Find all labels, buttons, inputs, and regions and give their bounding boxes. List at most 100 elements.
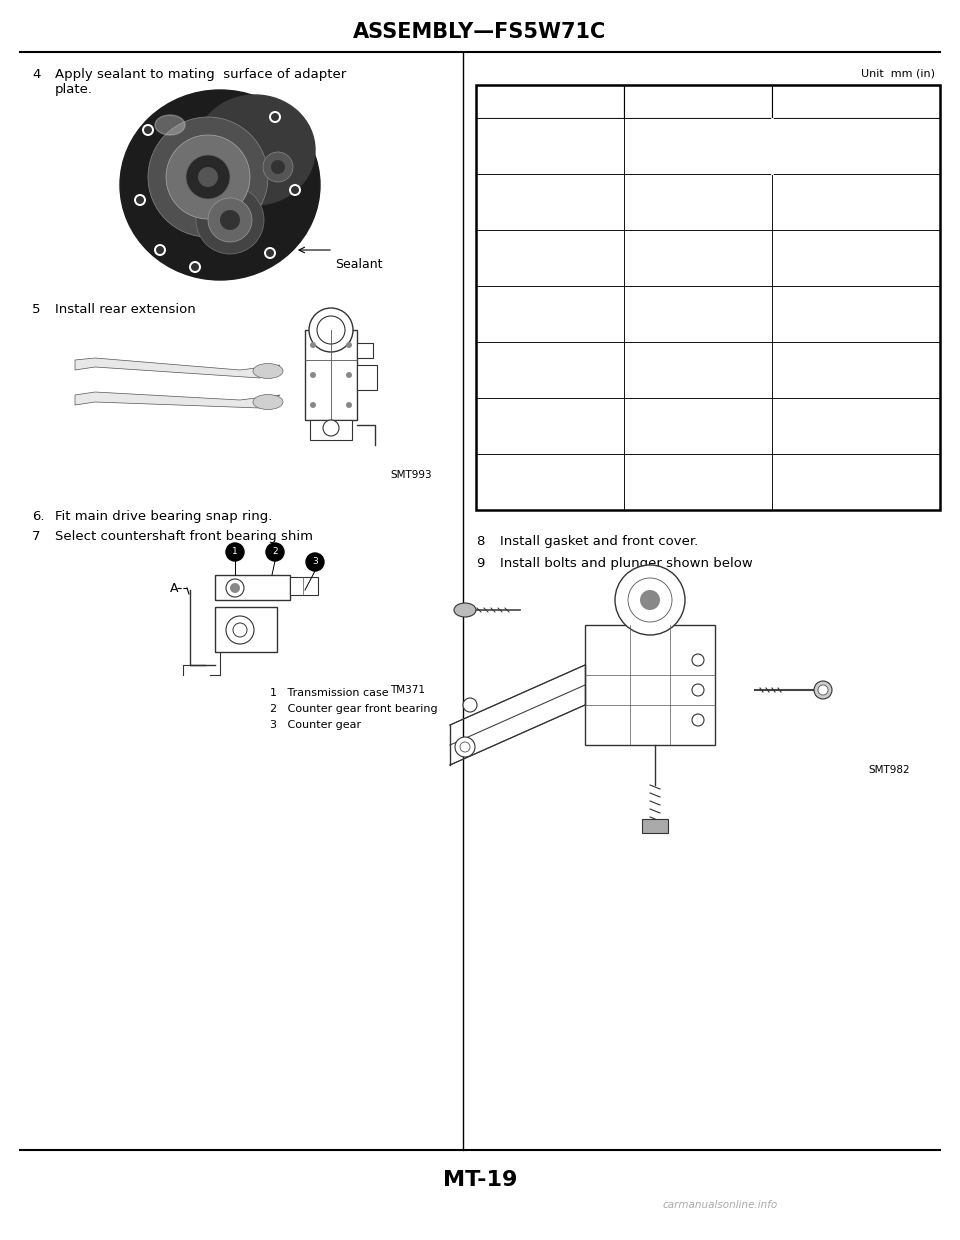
- Bar: [624, 342, 772, 398]
- Bar: [772, 229, 940, 286]
- Circle shape: [198, 167, 218, 187]
- Text: 32218-V5005: 32218-V5005: [817, 475, 895, 489]
- Circle shape: [136, 196, 144, 205]
- Text: 5: 5: [32, 303, 40, 316]
- Circle shape: [460, 742, 470, 751]
- Circle shape: [226, 616, 254, 644]
- Circle shape: [309, 308, 353, 352]
- Bar: [772, 342, 940, 398]
- Circle shape: [156, 246, 164, 254]
- Circle shape: [692, 653, 704, 666]
- Bar: [476, 86, 624, 118]
- Circle shape: [148, 117, 268, 237]
- Bar: [476, 118, 624, 174]
- Circle shape: [346, 342, 352, 348]
- Circle shape: [291, 186, 299, 193]
- Text: 3 52  3 71
(0 1386  0 1461): 3 52 3 71 (0 1386 0 1461): [500, 131, 599, 161]
- Text: 3 12 - 3 21
(0 1228 - 0 1264): 3 12 - 3 21 (0 1228 - 0 1264): [498, 355, 602, 384]
- Text: 0 3 (0 012): 0 3 (0 012): [665, 308, 731, 320]
- Bar: [624, 454, 772, 510]
- Circle shape: [263, 153, 293, 182]
- Circle shape: [289, 184, 301, 196]
- Ellipse shape: [253, 394, 283, 409]
- Text: 0 5 (0 020): 0 5 (0 020): [665, 419, 731, 433]
- Text: 1   Transmission case: 1 Transmission case: [270, 688, 389, 698]
- Bar: [624, 286, 772, 342]
- Circle shape: [818, 684, 828, 694]
- Bar: [290, 577, 318, 595]
- Bar: [772, 286, 940, 342]
- Text: Part number: Part number: [817, 95, 895, 108]
- Text: 0 6 (0 024): 0 6 (0 024): [665, 475, 731, 489]
- Text: Install gasket and front cover.: Install gasket and front cover.: [500, 534, 698, 548]
- Ellipse shape: [120, 91, 320, 280]
- Text: 6.: 6.: [32, 510, 44, 523]
- Circle shape: [323, 420, 339, 436]
- Text: 2   Counter gear front bearing: 2 Counter gear front bearing: [270, 704, 438, 714]
- Ellipse shape: [195, 95, 315, 205]
- Circle shape: [196, 186, 264, 254]
- Bar: [215, 608, 277, 652]
- Text: 0 1 (0 004): 0 1 (0 004): [665, 196, 731, 208]
- Circle shape: [615, 565, 685, 635]
- Circle shape: [220, 210, 240, 229]
- Text: Install bolts and plunger shown below: Install bolts and plunger shown below: [500, 557, 753, 570]
- Bar: [310, 420, 352, 440]
- Text: 7: 7: [32, 529, 40, 543]
- Bar: [772, 398, 940, 454]
- Circle shape: [264, 247, 276, 259]
- Ellipse shape: [454, 603, 476, 618]
- Circle shape: [455, 737, 475, 756]
- Bar: [305, 330, 357, 420]
- Bar: [476, 286, 624, 342]
- Circle shape: [346, 402, 352, 408]
- Bar: [772, 118, 940, 174]
- Text: 32218-V5000: 32218-V5000: [817, 196, 895, 208]
- Text: 3 42 - 3 51
(0 1346 - 0 1382): 3 42 - 3 51 (0 1346 - 0 1382): [498, 187, 602, 217]
- Text: 32218-V5003: 32218-V5003: [817, 363, 895, 377]
- Circle shape: [134, 193, 146, 206]
- Text: carmanualsonline.info: carmanualsonline.info: [662, 1200, 778, 1210]
- Text: 8: 8: [476, 534, 485, 548]
- Circle shape: [186, 155, 230, 198]
- Text: 3   Counter gear: 3 Counter gear: [270, 720, 361, 730]
- Circle shape: [208, 198, 252, 242]
- Text: 32218-V5002: 32218-V5002: [817, 308, 896, 320]
- Circle shape: [271, 113, 279, 122]
- Ellipse shape: [155, 115, 185, 135]
- Bar: [476, 229, 624, 286]
- Bar: [624, 229, 772, 286]
- Bar: [624, 174, 772, 229]
- Circle shape: [310, 372, 316, 378]
- Text: 3 02 - 3 11
(0 1189 - 0 1224): 3 02 - 3 11 (0 1189 - 0 1224): [498, 410, 602, 441]
- Text: Sealant: Sealant: [335, 258, 382, 272]
- Circle shape: [269, 112, 281, 123]
- Text: 3 32 - 3 41
(0 1307 - 0 1343): 3 32 - 3 41 (0 1307 - 0 1343): [498, 243, 601, 273]
- Bar: [476, 342, 624, 398]
- Circle shape: [463, 698, 477, 712]
- Bar: [215, 575, 290, 600]
- Circle shape: [226, 579, 244, 596]
- Circle shape: [814, 681, 832, 699]
- Circle shape: [317, 316, 345, 343]
- Text: 32218-V5004: 32218-V5004: [817, 419, 896, 433]
- Text: Apply sealant to mating  surface of adapter
plate.: Apply sealant to mating surface of adapt…: [55, 68, 347, 95]
- Circle shape: [191, 263, 199, 272]
- Text: 0 2 (0 008): 0 2 (0 008): [665, 252, 731, 264]
- Text: 2 92 - 3 01
(0 1150 - 0 1185): 2 92 - 3 01 (0 1150 - 0 1185): [498, 467, 601, 497]
- Text: 3: 3: [312, 558, 318, 567]
- Text: SMT993: SMT993: [390, 470, 432, 480]
- Circle shape: [310, 402, 316, 408]
- Circle shape: [144, 126, 152, 134]
- Text: Unit  mm (in): Unit mm (in): [861, 68, 935, 78]
- Bar: [624, 398, 772, 454]
- Bar: [476, 398, 624, 454]
- Circle shape: [266, 249, 274, 257]
- Circle shape: [166, 135, 250, 219]
- Bar: [585, 625, 715, 745]
- Circle shape: [271, 160, 285, 174]
- Circle shape: [226, 543, 244, 560]
- Circle shape: [142, 124, 154, 136]
- Circle shape: [189, 260, 201, 273]
- Bar: [772, 454, 940, 510]
